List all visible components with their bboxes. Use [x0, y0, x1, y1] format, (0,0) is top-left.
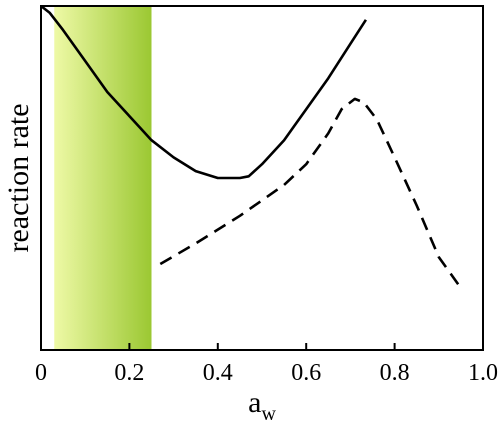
plot-frame: [40, 5, 484, 351]
series-layer: [40, 4, 462, 289]
x-tick-label: 0.2: [114, 360, 144, 386]
x-axis-label-main: a: [248, 386, 261, 419]
y-axis-label: reaction rate: [2, 103, 35, 252]
x-tick-label: 0: [35, 360, 47, 386]
x-tick-label: 0.4: [203, 360, 233, 386]
x-axis-label: aw: [248, 386, 276, 425]
series-solid-line: [40, 4, 367, 180]
x-ticks: 0 0.2 0.4 0.6 0.8 1.0: [35, 343, 498, 386]
x-tick-label: 0.6: [291, 360, 321, 386]
x-axis-label-subscript: w: [261, 403, 276, 425]
x-tick-label: 1.0: [468, 360, 498, 386]
x-tick-label: 0.8: [380, 360, 410, 386]
series-dashed-line: [159, 97, 462, 289]
shaded-region: [54, 6, 152, 350]
